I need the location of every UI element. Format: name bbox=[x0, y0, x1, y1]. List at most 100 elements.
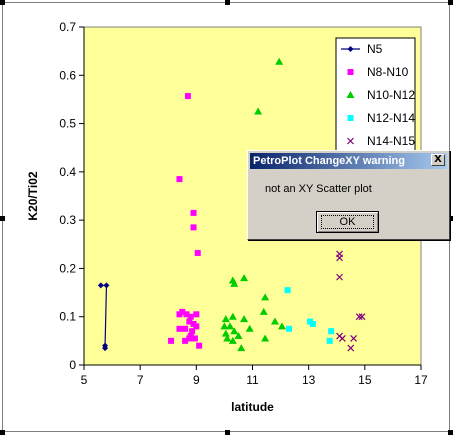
x-tick-label: 13 bbox=[302, 373, 316, 387]
data-point[interactable] bbox=[336, 254, 343, 262]
data-point[interactable] bbox=[186, 335, 193, 342]
y-tick-label: 0.3 bbox=[59, 213, 76, 227]
data-point[interactable] bbox=[187, 313, 194, 320]
data-point[interactable] bbox=[102, 345, 109, 352]
y-tick-label: 0.5 bbox=[59, 117, 76, 131]
data-point[interactable] bbox=[196, 342, 203, 349]
data-point[interactable] bbox=[284, 287, 291, 294]
data-point[interactable] bbox=[182, 325, 189, 332]
data-point[interactable] bbox=[237, 344, 246, 352]
x-tick-label: 17 bbox=[414, 373, 428, 387]
legend-label: N14-N15 bbox=[367, 134, 415, 148]
series-n5[interactable] bbox=[97, 282, 110, 352]
x-tick-label: 11 bbox=[246, 373, 259, 387]
data-point[interactable] bbox=[261, 293, 270, 301]
y-tick-label: 0 bbox=[69, 358, 76, 372]
warning-dialog: PetroPlot ChangeXY warning X not an XY S… bbox=[247, 150, 450, 240]
x-tick-label: 7 bbox=[137, 373, 144, 387]
legend-entry[interactable]: N5 bbox=[341, 42, 383, 56]
data-point[interactable] bbox=[182, 337, 189, 344]
data-point[interactable] bbox=[240, 315, 249, 323]
data-point[interactable] bbox=[270, 317, 279, 325]
data-point[interactable] bbox=[221, 315, 230, 323]
y-tick-label: 0.1 bbox=[59, 310, 76, 324]
selection-handle-bottom-right[interactable] bbox=[448, 430, 453, 435]
selection-handle-top-right[interactable] bbox=[448, 0, 453, 5]
data-point[interactable] bbox=[190, 224, 197, 231]
data-point[interactable] bbox=[189, 328, 196, 335]
data-point[interactable] bbox=[97, 282, 104, 289]
legend-label: N12-N14 bbox=[367, 111, 415, 125]
data-point[interactable] bbox=[194, 249, 201, 256]
data-point[interactable] bbox=[220, 322, 229, 330]
selection-handle-top-left[interactable] bbox=[0, 0, 5, 5]
y-tick-label: 0.2 bbox=[59, 261, 76, 275]
data-point[interactable] bbox=[168, 337, 175, 344]
data-point[interactable] bbox=[261, 334, 270, 342]
legend-marker[interactable] bbox=[347, 137, 354, 145]
data-point[interactable] bbox=[309, 320, 316, 327]
legend-marker[interactable] bbox=[347, 69, 354, 75]
data-point[interactable] bbox=[184, 93, 191, 100]
focus-rectangle bbox=[321, 215, 374, 229]
data-point[interactable] bbox=[228, 312, 237, 320]
data-point[interactable] bbox=[347, 344, 355, 352]
legend-marker[interactable] bbox=[346, 91, 355, 98]
x-tick-label: 15 bbox=[358, 373, 372, 387]
data-point[interactable] bbox=[221, 329, 230, 337]
data-point[interactable] bbox=[223, 334, 232, 342]
data-point[interactable] bbox=[328, 328, 335, 335]
legend-entry[interactable]: N8-N10 bbox=[347, 65, 409, 79]
selection-handle-middle-left[interactable] bbox=[0, 216, 5, 221]
data-point[interactable] bbox=[277, 322, 286, 330]
data-point[interactable] bbox=[230, 279, 239, 287]
selection-handle-bottom-left[interactable] bbox=[0, 430, 5, 435]
data-point[interactable] bbox=[338, 335, 346, 342]
legend-entry[interactable]: N10-N12 bbox=[346, 88, 416, 102]
data-point[interactable] bbox=[193, 311, 200, 318]
data-point[interactable] bbox=[245, 324, 254, 332]
ok-button[interactable]: OK bbox=[316, 211, 379, 233]
data-point[interactable] bbox=[176, 325, 183, 332]
legend-marker[interactable] bbox=[347, 115, 354, 121]
selection-handle-middle-right[interactable] bbox=[448, 216, 453, 221]
data-point[interactable] bbox=[103, 282, 110, 289]
legend-entry[interactable]: N12-N14 bbox=[347, 111, 416, 125]
data-point[interactable] bbox=[286, 325, 293, 332]
data-point[interactable] bbox=[350, 335, 358, 342]
legend-label: N8-N10 bbox=[367, 65, 409, 79]
data-point[interactable] bbox=[230, 327, 239, 335]
data-point[interactable] bbox=[358, 313, 366, 321]
y-tick-label: 0.7 bbox=[59, 20, 76, 34]
close-icon[interactable]: X bbox=[431, 154, 445, 166]
data-point[interactable] bbox=[326, 337, 333, 344]
data-point[interactable] bbox=[240, 274, 249, 282]
series-n14-n15[interactable] bbox=[336, 250, 366, 352]
dialog-message: not an XY Scatter plot bbox=[265, 183, 372, 195]
data-point[interactable] bbox=[183, 311, 190, 318]
data-point[interactable] bbox=[191, 335, 198, 342]
dialog-titlebar[interactable]: PetroPlot ChangeXY warning X bbox=[250, 153, 447, 169]
data-point[interactable] bbox=[228, 336, 237, 344]
data-point[interactable] bbox=[234, 332, 243, 340]
data-point[interactable] bbox=[190, 209, 197, 216]
series-n10-n12[interactable] bbox=[220, 57, 286, 352]
data-point[interactable] bbox=[336, 273, 343, 281]
data-point[interactable] bbox=[259, 307, 268, 315]
data-point[interactable] bbox=[193, 323, 200, 330]
legend-marker[interactable] bbox=[347, 46, 354, 52]
data-point[interactable] bbox=[355, 313, 363, 321]
data-point[interactable] bbox=[186, 318, 193, 325]
data-point[interactable] bbox=[176, 176, 183, 183]
selection-handle-bottom-center[interactable] bbox=[225, 430, 230, 435]
selection-handle-top-center[interactable] bbox=[225, 0, 230, 5]
legend-entry[interactable]: N14-N15 bbox=[347, 134, 416, 148]
data-point[interactable] bbox=[179, 308, 186, 315]
series-n8-n10[interactable] bbox=[168, 93, 203, 349]
data-point[interactable] bbox=[254, 107, 263, 115]
x-tick-label: 9 bbox=[193, 373, 200, 387]
data-point[interactable] bbox=[275, 57, 284, 65]
data-point[interactable] bbox=[226, 322, 235, 330]
dialog-title: PetroPlot ChangeXY warning bbox=[253, 155, 405, 167]
series-n12-n14[interactable] bbox=[284, 287, 335, 344]
